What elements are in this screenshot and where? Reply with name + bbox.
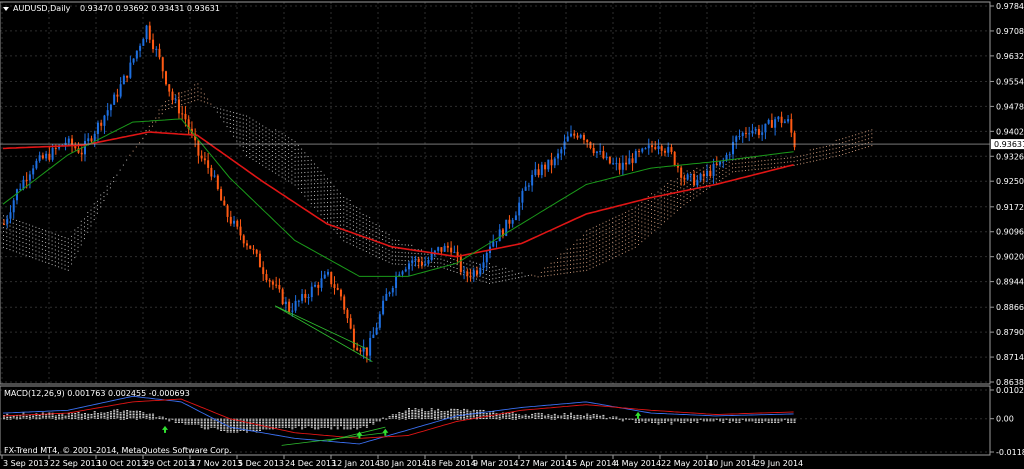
time-tick-label: 24 Dec 2013 [285, 459, 336, 468]
copyright-text: FX-Trend MT4, © 2001-2014, MetaQuotes So… [4, 446, 232, 455]
time-tick-label: 22 Sep 2013 [50, 459, 101, 468]
ma-fast-line [2, 118, 794, 277]
macd-tick-label: 0.00 [996, 415, 1014, 424]
chart-header: AUDUSD,Daily 0.93470 0.93692 0.93431 0.9… [3, 4, 220, 13]
time-tick-label: 4 May 2014 [614, 459, 661, 468]
macd-title: MACD(12,26,9) 0.001763 0.002455 -0.00069… [4, 389, 190, 398]
time-tick-label: 3 Sep 2013 [3, 459, 49, 468]
time-tick-label: 10 Oct 2013 [97, 459, 146, 468]
buy-arrow-icon [382, 428, 389, 436]
macd-axis[interactable]: 0.01023 0.00 -0.01187 [990, 386, 1024, 457]
macd-line [2, 395, 794, 445]
current-price-tag: 0.93631 [991, 139, 1024, 150]
time-tick-label: 9 Mar 2014 [473, 459, 519, 468]
ma-slow-line [2, 131, 794, 258]
macd-histogram [3, 408, 796, 433]
macd-panel[interactable]: MACD(12,26,9) 0.001763 0.002455 -0.00069… [0, 385, 991, 456]
current-price-label: 0.93631 [994, 140, 1024, 149]
time-tick-label: 29 Jun 2014 [755, 459, 803, 468]
symbol-label: AUDUSD,Daily [13, 4, 71, 13]
time-tick-label: 27 Mar 2014 [520, 459, 571, 468]
price-panel-frame [0, 1, 991, 385]
price-grid [0, 2, 990, 384]
buy-arrow-icon [162, 425, 168, 433]
time-tick-label: 22 May 2014 [661, 459, 713, 468]
time-tick-label: 12 Jan 2014 [332, 459, 380, 468]
macd-panel-frame [0, 385, 991, 456]
buy-arrow-icon [635, 411, 642, 419]
macd-divergence [162, 411, 642, 446]
time-tick-label: 17 Nov 2013 [191, 459, 242, 468]
macd-tick-label: -0.01187 [996, 448, 1024, 457]
signal-line [2, 398, 794, 439]
ohlc-label: 0.93470 0.93692 0.93431 0.93631 [80, 4, 220, 13]
time-tick-label: 18 Feb 2014 [426, 459, 476, 468]
time-tick-label: 30 Jan 2014 [379, 459, 427, 468]
time-tick-label: 29 Oct 2013 [144, 459, 193, 468]
price-panel[interactable] [0, 1, 991, 385]
divergence-lines [274, 305, 373, 363]
time-tick-label: 15 Apr 2014 [567, 459, 616, 468]
macd-tick-label: 0.01023 [996, 386, 1024, 395]
time-tick-label: 10 Jun 2014 [708, 459, 756, 468]
candlesticks [3, 21, 796, 363]
time-tick-label: 5 Dec 2013 [238, 459, 284, 468]
dropdown-arrow-icon[interactable] [3, 7, 9, 11]
buy-arrow-icon [356, 431, 363, 439]
